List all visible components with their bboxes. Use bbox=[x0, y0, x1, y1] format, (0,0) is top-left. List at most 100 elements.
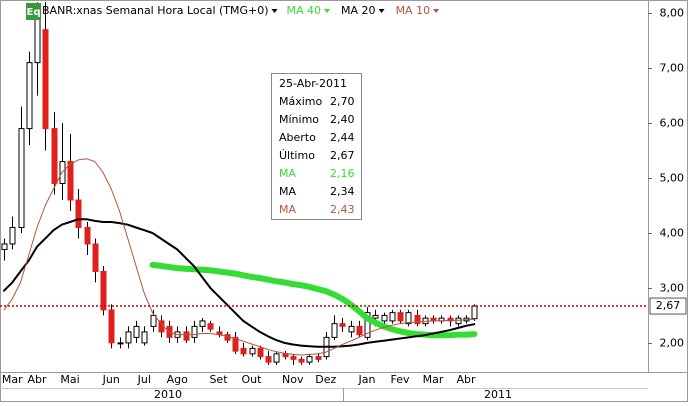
y-tick-label: 3,00 bbox=[660, 282, 685, 295]
candle-body bbox=[26, 62, 33, 130]
x-tick-label: Out bbox=[242, 373, 263, 386]
candle-body bbox=[18, 128, 25, 228]
x-tick-label: Set bbox=[209, 373, 228, 386]
candle-body bbox=[315, 356, 322, 360]
candle-body bbox=[455, 317, 462, 325]
tooltip-value: 2,70 bbox=[330, 95, 355, 108]
candle-body bbox=[191, 325, 198, 338]
legend-entry[interactable]: MA 20 bbox=[341, 4, 376, 17]
candle-body bbox=[471, 305, 478, 320]
candle-body bbox=[273, 353, 280, 363]
candle-body bbox=[125, 331, 132, 344]
tooltip-box bbox=[271, 73, 362, 220]
tooltip-label: Último bbox=[279, 149, 315, 162]
x-tick-label: Jul bbox=[137, 373, 151, 386]
candle-body bbox=[67, 161, 74, 201]
tooltip-value: 2,16 bbox=[330, 167, 355, 180]
candle-body bbox=[133, 325, 140, 338]
candle-body bbox=[372, 314, 379, 319]
tooltip: 25-Abr-2011 Máximo 2,70 Mínimo 2,40 Aberto 2,… bbox=[271, 73, 362, 220]
y-tick-label: 5,00 bbox=[660, 172, 685, 185]
candle-body bbox=[240, 347, 247, 355]
candle-body bbox=[150, 314, 157, 327]
tooltip-date: 25-Abr-2011 bbox=[279, 77, 347, 90]
candle-body bbox=[290, 356, 297, 360]
plot-area bbox=[0, 2, 648, 365]
dropdown-arrow[interactable] bbox=[433, 9, 440, 13]
x-tick-label: Fev bbox=[390, 373, 409, 386]
x-tick-label: Mar bbox=[423, 373, 444, 386]
x-tick-label: Abr bbox=[27, 373, 47, 386]
header: Eq BANR:xnas Semanal Hora Local (TMG+0) … bbox=[26, 3, 440, 20]
y-tick-label: 2,00 bbox=[660, 337, 685, 350]
x-tick-label: Abr bbox=[456, 373, 476, 386]
x-tick-label: Jan bbox=[358, 373, 376, 386]
candle-body bbox=[117, 342, 124, 345]
legend-entry[interactable]: MA 10 bbox=[396, 4, 431, 17]
candle-body bbox=[356, 325, 363, 336]
candle-body bbox=[141, 331, 148, 344]
candle-body bbox=[339, 323, 346, 327]
moving-average-line bbox=[3, 218, 476, 348]
candle-body bbox=[405, 312, 412, 325]
candle-body bbox=[108, 309, 115, 344]
candle-body bbox=[34, 18, 41, 64]
tooltip-label: Máximo bbox=[279, 95, 323, 108]
candle-body bbox=[59, 161, 66, 185]
tooltip-value: 2,34 bbox=[330, 185, 355, 198]
tooltip-label: Aberto bbox=[279, 131, 316, 144]
candle-body bbox=[51, 128, 58, 185]
candle-body bbox=[199, 320, 206, 327]
x-tick-label: Ago bbox=[167, 373, 189, 386]
y-tick-label: 6,00 bbox=[660, 117, 685, 130]
badge bbox=[26, 3, 41, 20]
tooltip-label: Mínimo bbox=[279, 113, 319, 126]
moving-average-line bbox=[3, 158, 475, 356]
last-price-box bbox=[649, 297, 687, 315]
candle-body bbox=[298, 358, 305, 363]
candle-body bbox=[381, 314, 388, 322]
y-tick-label: 8,00 bbox=[660, 7, 685, 20]
moving-average-line bbox=[149, 261, 478, 339]
candle-body bbox=[232, 336, 239, 352]
candle-body bbox=[92, 243, 99, 272]
candle-body bbox=[75, 199, 82, 228]
legend-entry[interactable]: MA 40 bbox=[287, 4, 322, 17]
x-tick-label: Mar bbox=[2, 373, 23, 386]
tooltip-value: 2,44 bbox=[330, 131, 355, 144]
candle-body bbox=[348, 325, 355, 333]
candle-body bbox=[207, 323, 214, 330]
chart-title: BANR:xnas Semanal Hora Local (TMG+0) bbox=[42, 4, 269, 17]
candle-body bbox=[1, 243, 8, 250]
x-tick-label: Dez bbox=[315, 373, 336, 386]
candle-body bbox=[183, 331, 190, 341]
candle-body bbox=[100, 270, 107, 311]
badge-text: Eq bbox=[27, 7, 41, 18]
dropdown-arrow[interactable] bbox=[324, 9, 331, 13]
candle-body bbox=[397, 312, 404, 322]
tooltip-label: MA bbox=[279, 167, 296, 180]
candle-body bbox=[42, 29, 49, 130]
tooltip-value: 2,67 bbox=[330, 149, 355, 162]
dropdown-arrow[interactable] bbox=[271, 9, 278, 13]
candle-body bbox=[282, 353, 289, 358]
y-tick-label: 4,00 bbox=[660, 227, 685, 240]
candle-body bbox=[364, 312, 371, 338]
tooltip-label: MA bbox=[279, 203, 296, 216]
x-tick-label: Jun bbox=[102, 373, 120, 386]
x-tick-label: Nov bbox=[282, 373, 304, 386]
y-tick-label: 7,00 bbox=[660, 62, 685, 75]
tooltip-value: 2,40 bbox=[330, 113, 355, 126]
candle-body bbox=[447, 317, 454, 322]
axes: 2,00 3,00 4,00 5,00 6,00 7,00 8,00 Mar Abr Mai Jun… bbox=[2, 7, 687, 401]
year-label: 2011 bbox=[484, 388, 512, 401]
candle-body bbox=[265, 356, 272, 363]
candle-body bbox=[84, 226, 91, 245]
year-label: 2010 bbox=[154, 388, 182, 401]
dropdown-arrow[interactable] bbox=[378, 9, 385, 13]
candle-body bbox=[331, 323, 338, 338]
last-price-label: 2,67 bbox=[656, 299, 681, 312]
candle-body bbox=[389, 312, 396, 322]
